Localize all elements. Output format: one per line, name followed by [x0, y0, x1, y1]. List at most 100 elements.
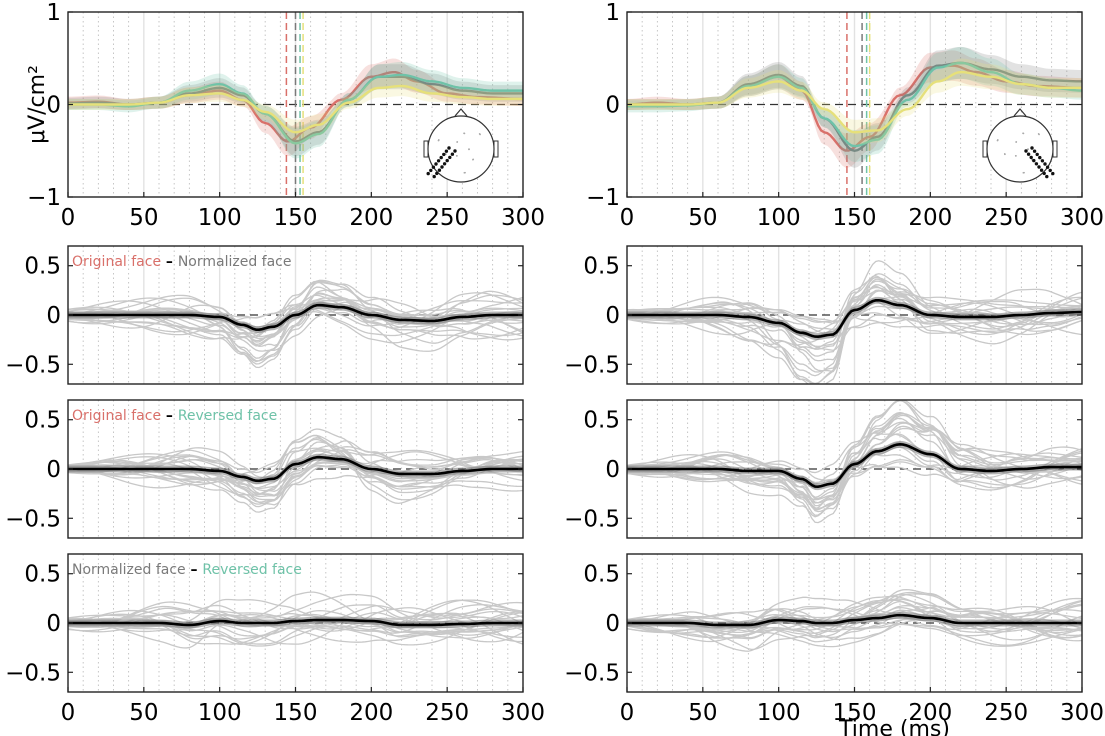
- mean-line: [68, 303, 523, 332]
- y-tick-label: 0: [46, 611, 61, 637]
- head-plot: [982, 108, 1058, 183]
- roi-electrode: [444, 149, 449, 153]
- panel-row2-right: −0.5 0 0.5: [564, 245, 1083, 385]
- x-tick-label: 50: [688, 205, 717, 231]
- roi-electrode: [1035, 152, 1039, 157]
- roi-electrode: [432, 174, 436, 179]
- mean-line: [627, 613, 1082, 627]
- plot-area: [627, 400, 1082, 538]
- roi-electrode: [447, 146, 451, 150]
- legend-entry: Original face: [72, 254, 161, 270]
- roi-electrode: [1032, 149, 1037, 153]
- subject-trace: [68, 447, 523, 486]
- subject-trace: [68, 612, 523, 645]
- roi-electrode: [1026, 152, 1031, 156]
- x-tick-label: 50: [129, 700, 158, 726]
- nose: [454, 108, 468, 117]
- roi-electrode: [445, 158, 449, 163]
- legend-separator: –: [161, 254, 178, 270]
- ear: [982, 140, 988, 158]
- panel-row2-left: −0.5 0 0.5 Original face – Normalized face: [5, 245, 524, 385]
- y-tick-label: 0.5: [24, 408, 61, 434]
- panel-row3-left: −0.5 0 0.5 Original face – Reversed face: [5, 399, 524, 539]
- mean-line: [627, 298, 1082, 338]
- x-tick-label: 100: [198, 205, 242, 231]
- roi-electrode: [1051, 171, 1055, 176]
- roi-electrode: [1032, 158, 1036, 163]
- roi-electrode: [1024, 149, 1028, 153]
- subject-trace: [627, 412, 1082, 507]
- roi-electrode: [453, 149, 457, 153]
- x-tick-label: 100: [198, 700, 242, 726]
- roi-electrode: [437, 168, 442, 172]
- x-tick-label: 50: [688, 700, 717, 726]
- roi-electrode: [1040, 159, 1045, 163]
- subject-trace: [68, 279, 523, 363]
- x-tick-label: 150: [833, 205, 877, 231]
- subject-trace: [627, 400, 1082, 500]
- ear: [1052, 140, 1058, 158]
- roi-electrode: [429, 168, 433, 173]
- x-tick-label: 200: [349, 205, 393, 231]
- roi-electrode: [1045, 165, 1050, 169]
- roi-electrode: [1037, 165, 1041, 169]
- subject-trace: [68, 280, 523, 340]
- legend-entry: Normalized face: [178, 254, 292, 270]
- roi-electrode: [440, 165, 444, 169]
- nose: [1013, 108, 1027, 117]
- subject-trace: [627, 452, 1082, 491]
- subject-trace: [627, 273, 1082, 384]
- x-tick-label: 0: [61, 205, 76, 231]
- electrode: [456, 141, 459, 143]
- y-tick-label: 0: [46, 93, 61, 119]
- x-tick-label: 50: [129, 205, 158, 231]
- legend-entry: Normalized face: [72, 562, 186, 578]
- roi-electrode: [436, 159, 441, 163]
- x-tick-label: 250: [425, 205, 469, 231]
- x-tick-label: 100: [757, 700, 801, 726]
- x-tick-label: 200: [908, 205, 952, 231]
- x-tick-label: 300: [501, 700, 545, 726]
- mean-band: [68, 301, 523, 334]
- y-tick-label: −0.5: [564, 506, 620, 532]
- series-line-yellow: [68, 84, 523, 134]
- series-band-normalized: [627, 46, 1082, 168]
- roi-electrode: [1038, 155, 1042, 160]
- electrode: [1022, 132, 1025, 135]
- y-tick-label: −1: [27, 185, 61, 211]
- subject-trace: [68, 593, 523, 636]
- electrode: [997, 139, 999, 141]
- x-tick-label: 250: [984, 205, 1028, 231]
- series-band-yellow: [627, 58, 1082, 145]
- ear: [423, 140, 429, 158]
- x-tick-label: 150: [274, 205, 318, 231]
- roi-electrode: [1048, 168, 1052, 173]
- subject-trace: [68, 438, 523, 492]
- mean-band: [627, 440, 1082, 491]
- roi-electrode: [1042, 171, 1046, 176]
- electrode: [1038, 133, 1040, 136]
- mean-line: [68, 618, 523, 627]
- roi-electrode: [442, 162, 447, 166]
- subject-trace: [68, 449, 523, 492]
- x-tick-label: 150: [274, 700, 318, 726]
- x-axis-label: Time (ms): [838, 717, 950, 736]
- y-tick-label: 0.5: [24, 254, 61, 280]
- roi-electrode: [442, 152, 446, 157]
- legend-entry: Reversed face: [202, 562, 301, 578]
- subject-trace: [627, 285, 1082, 350]
- roi-electrode: [448, 155, 452, 160]
- y-tick-label: −0.5: [564, 660, 620, 686]
- plot-area: [627, 554, 1082, 692]
- mean-line: [68, 455, 523, 483]
- y-tick-label: −1: [586, 185, 620, 211]
- series-line-yellow: [627, 70, 1082, 134]
- legend-separator: –: [186, 562, 203, 578]
- mean-line: [627, 443, 1082, 488]
- y-tick-label: 1: [605, 0, 620, 26]
- roi-electrode: [1039, 168, 1044, 172]
- subject-trace: [68, 604, 523, 647]
